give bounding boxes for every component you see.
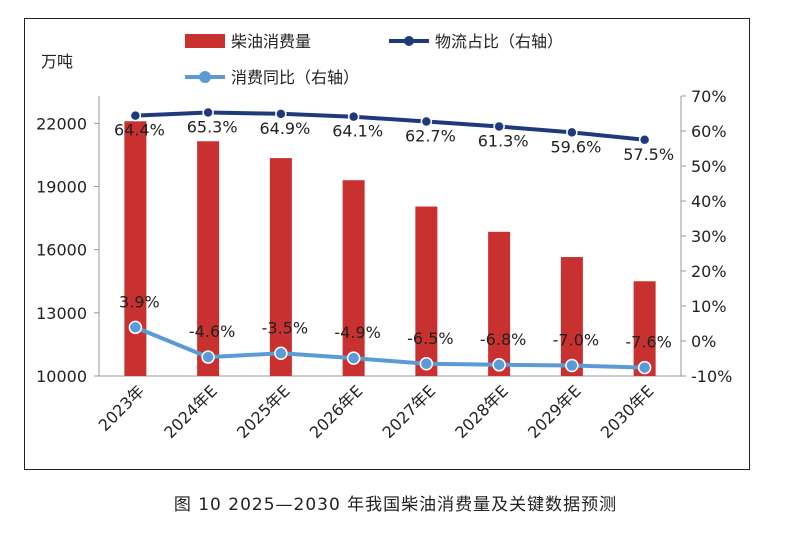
right-tick-label: 50% [691,157,727,176]
right-tick-label: -10% [691,367,732,386]
data-label: -4.9% [334,323,380,342]
right-tick-label: 60% [691,122,727,141]
combo-chart: 10000 13000 16000 19000 22000 万吨 -10% 0% 10% 20% 3… [36,32,732,442]
legend-label-line: 物流占比（右轴） [435,32,563,51]
x-tick-label: 2023年 [95,381,149,435]
data-label: 64.1% [332,122,383,141]
line-point [128,320,143,335]
line-point [202,106,214,119]
figure-caption: 图 10 2025—2030 年我国柴油消费量及关键数据预测 [173,495,618,515]
chart-frame: 10000 13000 16000 19000 22000 万吨 -10% 0% 10% 20% 3… [24,18,750,470]
bar [633,281,656,376]
line-point [129,109,142,122]
bar [415,206,438,376]
legend-label-bar: 柴油消费量 [231,32,311,51]
data-label: 62.7% [405,127,456,146]
x-tick-label: 2024年E [160,381,221,442]
bar [124,121,147,377]
logistics-share-line [135,110,645,142]
x-tick-label: 2026年E [306,381,367,442]
line-point [638,134,651,146]
data-label: 65.3% [187,117,238,136]
left-tick-label: 10000 [36,367,87,386]
data-label: -4.6% [189,322,235,341]
x-tick-label: 2025年E [233,381,294,442]
right-tick-label: 40% [691,192,727,211]
data-label: 59.6% [550,137,601,156]
yoy-change-line [134,325,645,370]
legend-label-line: 消费同比（右轴） [231,68,359,87]
data-label: 61.3% [478,131,529,150]
data-label: -6.8% [480,330,526,349]
left-tick-label: 16000 [36,241,87,260]
x-tick-label: 2028年E [451,381,512,442]
legend-swatch-marker [199,71,211,83]
line-point [493,120,505,133]
legend-swatch-bar [185,34,225,48]
line-point [565,358,579,373]
data-label: 64.9% [259,119,310,138]
bar [197,141,220,376]
line-point [420,115,433,128]
data-label: -7.6% [625,333,671,352]
data-label: -6.5% [407,329,453,348]
x-tick-label: 2030年E [597,381,658,442]
line-point [637,360,652,375]
bar [488,231,511,376]
data-label: -7.0% [553,331,599,350]
line-point [419,357,434,371]
bar [560,257,583,376]
left-tick-label: 22000 [36,114,87,133]
x-tick-label: 2029年E [524,381,585,442]
data-label: -3.5% [262,318,308,337]
line-point [275,108,287,120]
right-tick-label: 10% [691,297,727,316]
left-tick-label: 19000 [36,178,87,197]
line-point [347,110,360,123]
bar [269,158,292,376]
data-label: 57.5% [623,145,674,164]
data-label: 64.4% [114,121,165,140]
line-point [201,350,215,364]
left-axis-unit: 万吨 [41,52,73,71]
right-tick-label: 30% [691,227,727,246]
data-label: 3.9% [119,292,160,311]
x-tick-label: 2027年E [379,381,440,442]
line-point [492,358,506,372]
left-tick-label: 13000 [36,304,87,323]
bar [342,180,365,376]
legend-swatch-marker [404,36,414,46]
right-tick-label: 20% [691,262,727,281]
right-tick-label: 70% [691,87,727,106]
line-point [566,126,578,139]
line-point [274,346,288,360]
line-point [346,351,361,365]
right-tick-label: 0% [691,332,716,351]
